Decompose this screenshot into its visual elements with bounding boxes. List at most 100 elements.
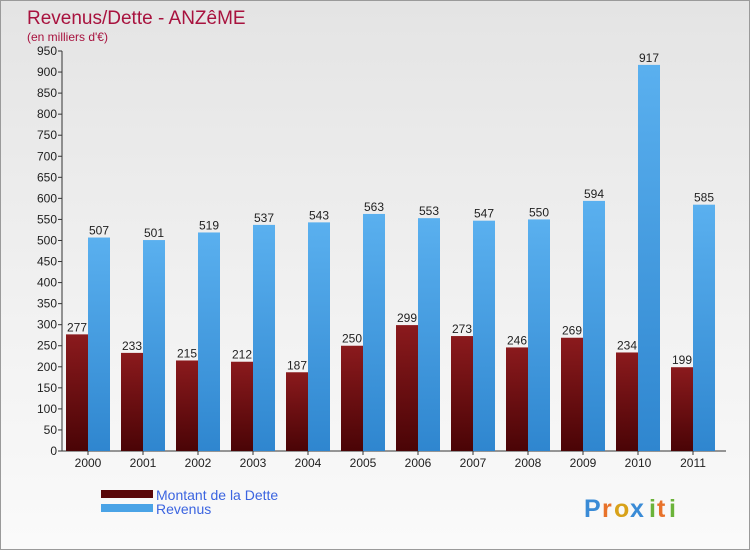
legend-swatch-revenus (101, 504, 153, 512)
chart-subtitle: (en milliers d'€) (27, 30, 108, 44)
data-label: 215 (177, 346, 197, 360)
legend-label-debt: Montant de la Dette (156, 487, 278, 503)
data-label: 501 (144, 226, 164, 240)
x-tick-label: 2011 (680, 456, 706, 470)
data-label: 585 (694, 191, 714, 205)
x-tick-label: 2007 (460, 456, 487, 470)
bar-dette (506, 347, 528, 451)
bar-revenus (88, 237, 110, 451)
y-tick-label: 50 (44, 423, 58, 437)
y-tick-label: 300 (37, 318, 57, 332)
logo-x: x (630, 495, 644, 523)
y-tick-label: 250 (37, 339, 57, 353)
data-label: 917 (639, 51, 659, 65)
bar-dette (561, 337, 583, 451)
x-tick-label: 2010 (625, 456, 652, 470)
y-tick-label: 750 (37, 128, 57, 142)
x-tick-label: 2000 (75, 456, 102, 470)
y-tick-label: 450 (37, 255, 57, 269)
data-label: 594 (584, 187, 604, 201)
legend-label-revenus: Revenus (156, 501, 211, 517)
data-label: 277 (67, 320, 87, 334)
data-label: 563 (364, 200, 384, 214)
y-tick-label: 850 (37, 86, 57, 100)
bar-dette (616, 352, 638, 451)
y-tick-label: 0 (50, 444, 57, 458)
logo-o: o (614, 495, 629, 523)
data-label: 299 (397, 311, 417, 325)
y-tick-label: 400 (37, 276, 57, 290)
y-tick-label: 700 (37, 149, 57, 163)
bar-dette (451, 336, 473, 451)
logo-i1: i (649, 495, 656, 523)
y-tick-label: 950 (37, 44, 57, 58)
logo-p: P (584, 495, 601, 523)
bar-dette (176, 360, 198, 451)
x-tick-label: 2004 (295, 456, 322, 470)
proxiti-logo: P r o x i t i (584, 495, 676, 523)
y-tick-label: 500 (37, 233, 57, 247)
x-tick-label: 2006 (405, 456, 432, 470)
data-label: 233 (122, 339, 142, 353)
data-label: 246 (507, 333, 527, 347)
bar-revenus (528, 219, 550, 451)
data-label: 273 (452, 322, 472, 336)
bar-dette (66, 334, 88, 451)
bar-revenus (198, 232, 220, 451)
y-tick-label: 150 (37, 381, 57, 395)
y-tick-label: 650 (37, 170, 57, 184)
bars: 277 507 233 501 215 519 212 537 187 543 250 563 299 5… (66, 51, 715, 451)
y-tick-label: 600 (37, 191, 57, 205)
data-label: 212 (232, 348, 252, 362)
data-label: 199 (672, 353, 692, 367)
x-tick-label: 2008 (515, 456, 542, 470)
y-tick-label: 100 (37, 402, 57, 416)
legend-swatch-debt (101, 490, 153, 498)
legend: Montant de la Dette Revenus (101, 487, 278, 517)
bar-revenus (583, 200, 605, 451)
x-tick-label: 2001 (130, 456, 157, 470)
bar-revenus (253, 224, 275, 451)
bar-revenus (638, 64, 660, 451)
data-label: 550 (529, 205, 549, 219)
logo-r: r (602, 495, 612, 523)
data-label: 537 (254, 211, 274, 225)
bar-revenus (693, 204, 715, 451)
data-label: 519 (199, 218, 219, 232)
data-label: 234 (617, 338, 637, 352)
data-label: 269 (562, 324, 582, 338)
y-ticks: 0 50 100 150 200 250 300 350 400 450 500 550 600 650 7… (37, 44, 62, 458)
bar-revenus (473, 220, 495, 451)
data-label: 543 (309, 208, 329, 222)
y-tick-label: 350 (37, 297, 57, 311)
y-tick-label: 900 (37, 65, 57, 79)
axes (61, 51, 726, 452)
data-label: 553 (419, 204, 439, 218)
y-tick-label: 200 (37, 360, 57, 374)
bar-dette (121, 352, 143, 451)
logo-t: t (657, 495, 666, 523)
y-tick-label: 550 (37, 212, 57, 226)
logo-i2: i (669, 495, 676, 523)
x-ticks: 2000 2001 2002 2003 2004 2005 2006 2007 2008 2009… (75, 451, 706, 470)
bar-revenus (363, 213, 385, 451)
bar-revenus (308, 222, 330, 451)
bar-revenus (143, 240, 165, 451)
data-label: 187 (287, 358, 307, 372)
y-tick-label: 800 (37, 107, 57, 121)
data-label: 250 (342, 332, 362, 346)
bar-dette (341, 345, 363, 451)
x-tick-label: 2002 (185, 456, 212, 470)
bar-dette (231, 361, 253, 451)
bar-dette (396, 325, 418, 451)
x-tick-label: 2003 (240, 456, 267, 470)
bar-revenus (418, 218, 440, 451)
data-label: 547 (474, 207, 494, 221)
chart-title: Revenus/Dette - ANZêME (27, 8, 246, 29)
x-tick-label: 2009 (570, 456, 597, 470)
bar-dette (671, 367, 693, 451)
bar-dette (286, 372, 308, 451)
x-tick-label: 2005 (350, 456, 377, 470)
